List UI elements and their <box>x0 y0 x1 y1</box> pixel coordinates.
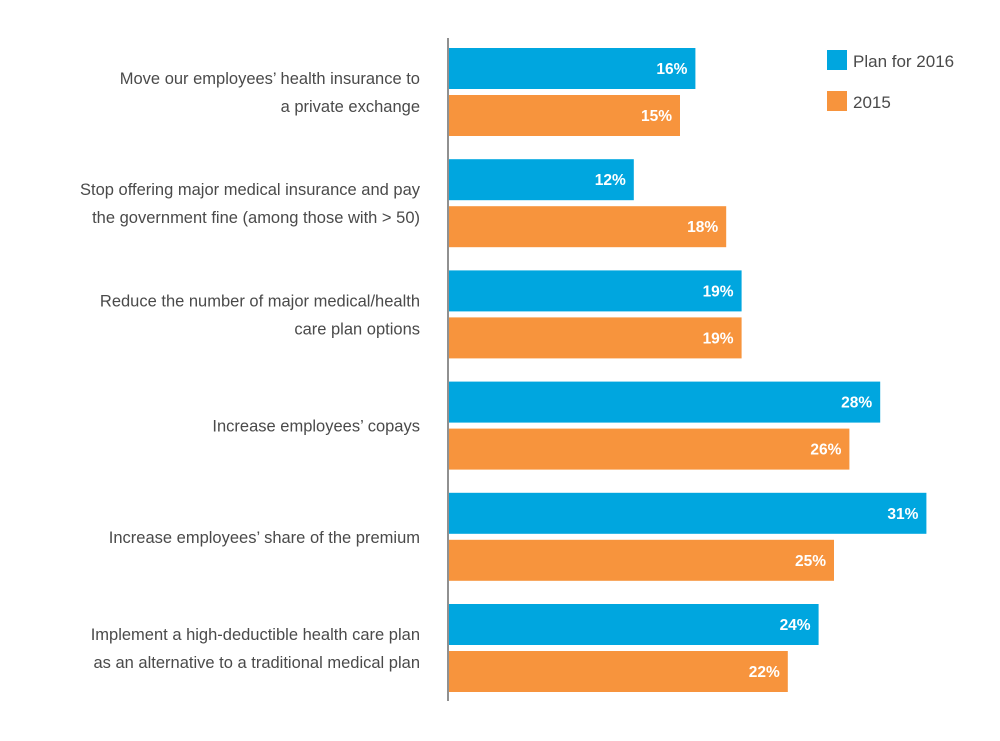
value-label: 18% <box>687 219 718 236</box>
value-label: 26% <box>810 442 841 459</box>
category-label: as an alternative to a traditional medic… <box>93 654 420 672</box>
bar-2015-3 <box>449 428 850 470</box>
bar-2015-5 <box>449 651 788 692</box>
category-label: Stop offering major medical insurance an… <box>80 181 421 199</box>
bar-plan-2016-1 <box>449 159 634 201</box>
legend-label-plan-2016: Plan for 2016 <box>853 52 954 71</box>
value-label: 24% <box>780 617 811 634</box>
value-label: 15% <box>641 108 672 125</box>
bars-layer: 16% 15% 12% 18% 19% 19% 28% 26% 31% 25% 24% 22% <box>449 48 927 692</box>
bar-plan-2016-2 <box>449 270 742 312</box>
bar-plan-2016-4 <box>449 492 927 534</box>
value-label: 19% <box>703 330 734 347</box>
bar-plan-2016-3 <box>449 381 881 423</box>
bar-plan-2016-5 <box>449 604 819 645</box>
value-label: 22% <box>749 664 780 681</box>
category-label: Implement a high-deductible health care … <box>91 626 420 644</box>
bar-2015-1 <box>449 206 727 248</box>
bar-plan-2016-0 <box>449 48 696 89</box>
legend-swatch-plan-2016 <box>827 50 847 70</box>
category-label: the government fine (among those with > … <box>92 209 420 227</box>
legend-swatch-2015 <box>827 91 847 111</box>
category-labels: Move our employees’ health insurance to a… <box>80 70 421 672</box>
value-label: 28% <box>841 395 872 412</box>
bar-2015-0 <box>449 95 680 136</box>
bar-2015-2 <box>449 317 742 359</box>
category-label: care plan options <box>294 320 420 338</box>
category-label: Move our employees’ health insurance to <box>120 70 420 88</box>
value-label: 25% <box>795 553 826 570</box>
value-label: 19% <box>703 283 734 300</box>
category-label: Reduce the number of major medical/healt… <box>100 292 420 310</box>
category-label: a private exchange <box>281 98 420 116</box>
value-label: 12% <box>595 172 626 189</box>
value-label: 16% <box>656 61 687 78</box>
value-label: 31% <box>887 506 918 523</box>
bar-2015-4 <box>449 539 834 581</box>
category-label: Increase employees’ share of the premium <box>109 529 420 547</box>
legend: Plan for 2016 2015 <box>827 50 954 112</box>
legend-label-2015: 2015 <box>853 93 891 112</box>
category-label: Increase employees’ copays <box>212 418 420 436</box>
